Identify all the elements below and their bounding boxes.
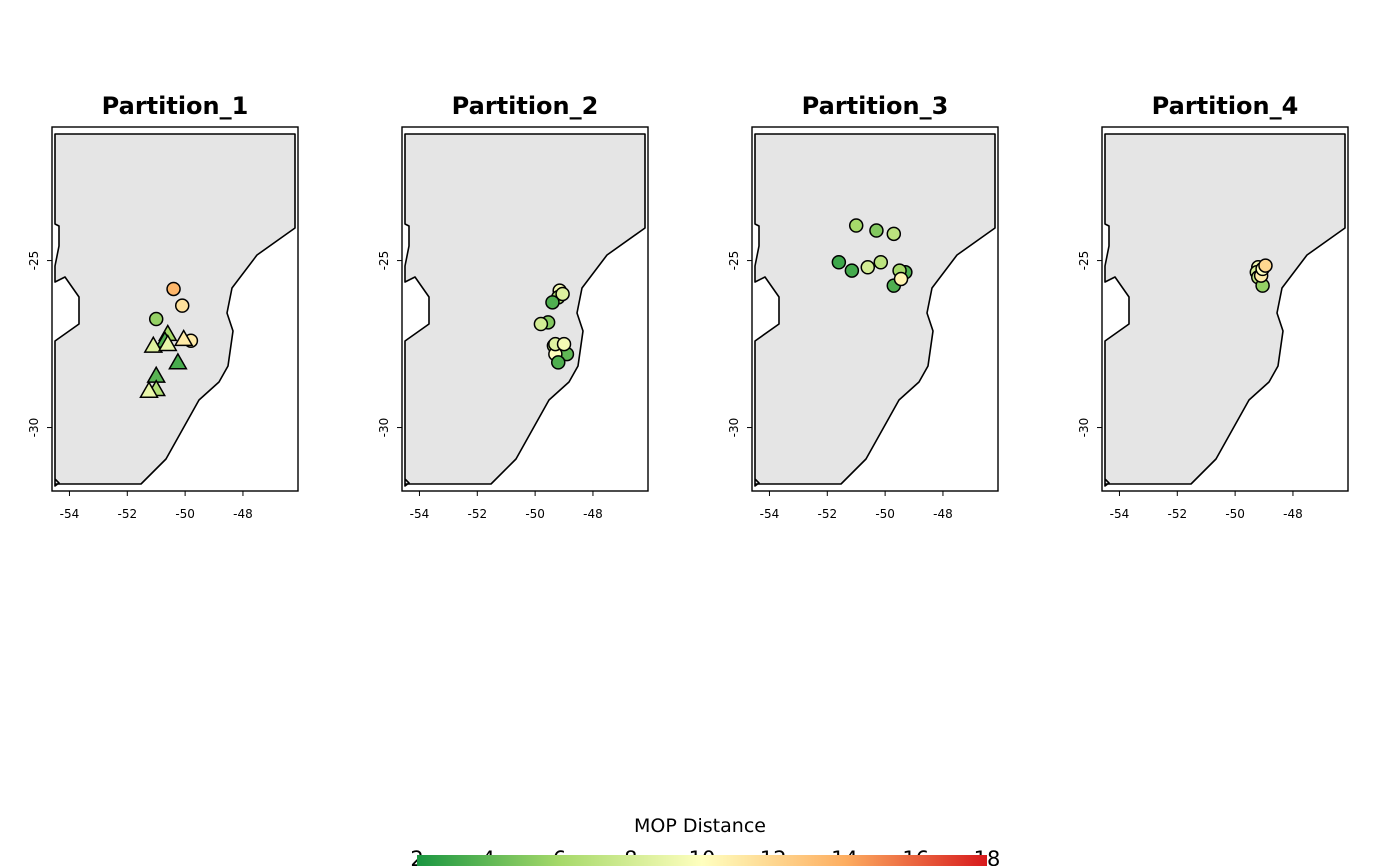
data-point-triangle	[157, 334, 178, 352]
panel-frame	[751, 126, 999, 492]
data-point	[844, 263, 860, 278]
data-point	[886, 226, 902, 242]
data-point	[848, 218, 864, 233]
map-panel-1: Partition_1 -54 -52 -50 -48 -25 -30	[27, 92, 299, 521]
x-tick-label: -48	[1283, 507, 1303, 521]
x-tick-label: -54	[1110, 507, 1130, 521]
map-panel-2: Partition_2 -54 -52 -50 -48 -25 -30	[377, 92, 649, 521]
x-tick-label: -52	[1167, 507, 1187, 521]
data-point	[545, 295, 560, 310]
x-tick-label: -54	[760, 507, 780, 521]
x-tick-label: -54	[410, 507, 430, 521]
x-tick-label: -48	[933, 507, 953, 521]
y-tick-label: -25	[377, 251, 391, 271]
x-tick-label: -50	[1225, 507, 1245, 521]
map-panel-3: Partition_3 -54 -52 -50 -48 -25 -30	[727, 92, 999, 521]
y-tick-label: -25	[727, 251, 741, 271]
data-point	[556, 336, 572, 352]
data-point-triangle	[173, 329, 194, 347]
land-polygon	[404, 133, 646, 487]
panel-title: Partition_2	[452, 92, 599, 120]
land-polygon	[54, 133, 296, 487]
map-panel-4: Partition_4 -54 -52 -50 -48 -25 -30	[1077, 92, 1349, 521]
y-tick-label: -25	[1077, 251, 1091, 271]
y-tick-label: -30	[377, 418, 391, 438]
x-tick-label: -52	[467, 507, 487, 521]
legend-title: MOP Distance	[634, 815, 766, 837]
land-polygon	[754, 133, 996, 487]
data-point	[174, 298, 190, 313]
x-tick-label: -52	[117, 507, 137, 521]
data-point	[860, 260, 876, 275]
data-point	[551, 355, 566, 370]
legend-colorbar	[417, 855, 987, 866]
x-tick-label: -50	[175, 507, 195, 521]
data-point	[533, 316, 549, 332]
x-tick-label: -50	[525, 507, 545, 521]
data-point-triangle	[143, 335, 164, 353]
panel-frame	[401, 126, 649, 492]
data-point-triangle	[139, 380, 159, 398]
data-point	[555, 286, 570, 302]
x-tick-label: -54	[60, 507, 80, 521]
data-point-triangle	[168, 352, 188, 370]
panel-title: Partition_4	[1152, 92, 1299, 120]
x-tick-label: -48	[583, 507, 603, 521]
data-point	[148, 311, 164, 327]
y-tick-label: -30	[727, 418, 741, 438]
x-tick-label: -52	[817, 507, 837, 521]
data-point	[831, 254, 847, 270]
panel-frame	[51, 126, 299, 492]
panel-title: Partition_3	[802, 92, 949, 120]
x-tick-label: -48	[233, 507, 253, 521]
y-tick-label: -30	[27, 418, 41, 438]
data-point	[1258, 258, 1273, 273]
panel-title: Partition_1	[102, 92, 249, 120]
panel-frame	[1101, 126, 1349, 492]
land-polygon	[1104, 133, 1346, 487]
data-point	[893, 271, 909, 287]
y-tick-label: -30	[1077, 418, 1091, 438]
data-point	[166, 281, 181, 297]
y-tick-label: -25	[27, 251, 41, 271]
data-point	[873, 254, 889, 270]
legend: MOP Distance 24681012141618	[410, 815, 1000, 866]
x-tick-label: -50	[875, 507, 895, 521]
data-point	[869, 223, 884, 238]
